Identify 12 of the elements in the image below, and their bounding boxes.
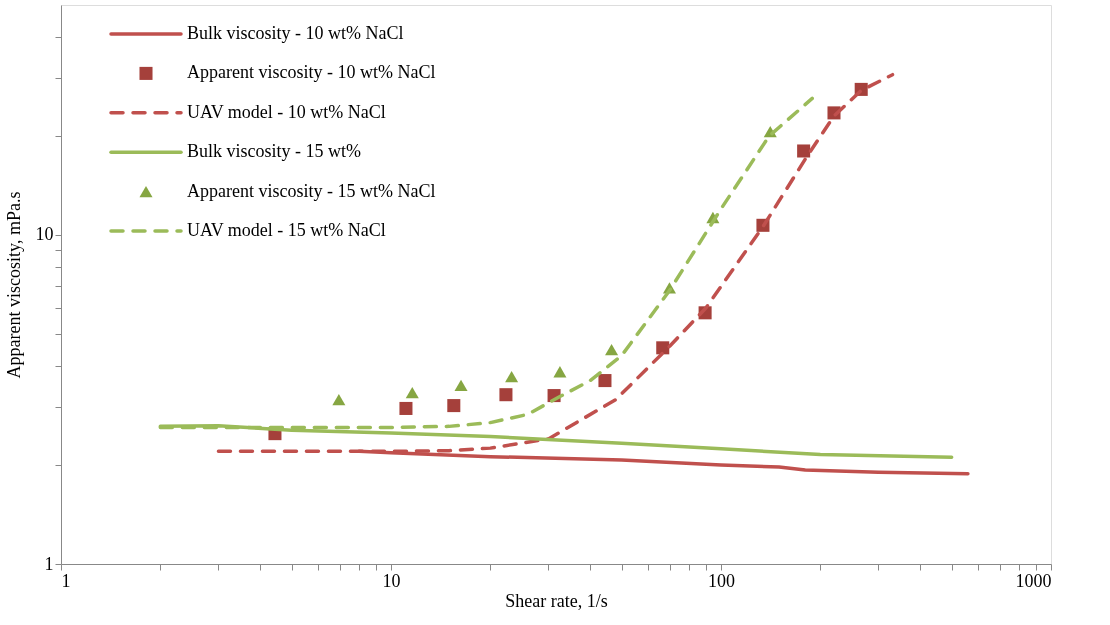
y-axis-title: Apparent viscosity, mPa.s — [3, 191, 24, 379]
legend-label: Apparent viscosity - 10 wt% NaCl — [187, 62, 436, 83]
legend-label: Bulk viscosity - 10 wt% NaCl — [187, 23, 404, 43]
legend-label: UAV model - 10 wt% NaCl — [187, 101, 386, 122]
legend-label: Bulk viscosity - 15 wt% — [187, 141, 361, 162]
x-tick-label: 10 — [382, 570, 401, 591]
x-tick-label: 100 — [708, 570, 735, 591]
x-axis-title: Shear rate, 1/s — [505, 590, 608, 611]
legend-label: Apparent viscosity - 15 wt% NaCl — [187, 180, 436, 201]
x-tick-label: 1 — [61, 570, 71, 591]
legend-label: UAV model - 15 wt% NaCl — [187, 220, 386, 240]
x-tick-label: 1000 — [1015, 570, 1052, 591]
